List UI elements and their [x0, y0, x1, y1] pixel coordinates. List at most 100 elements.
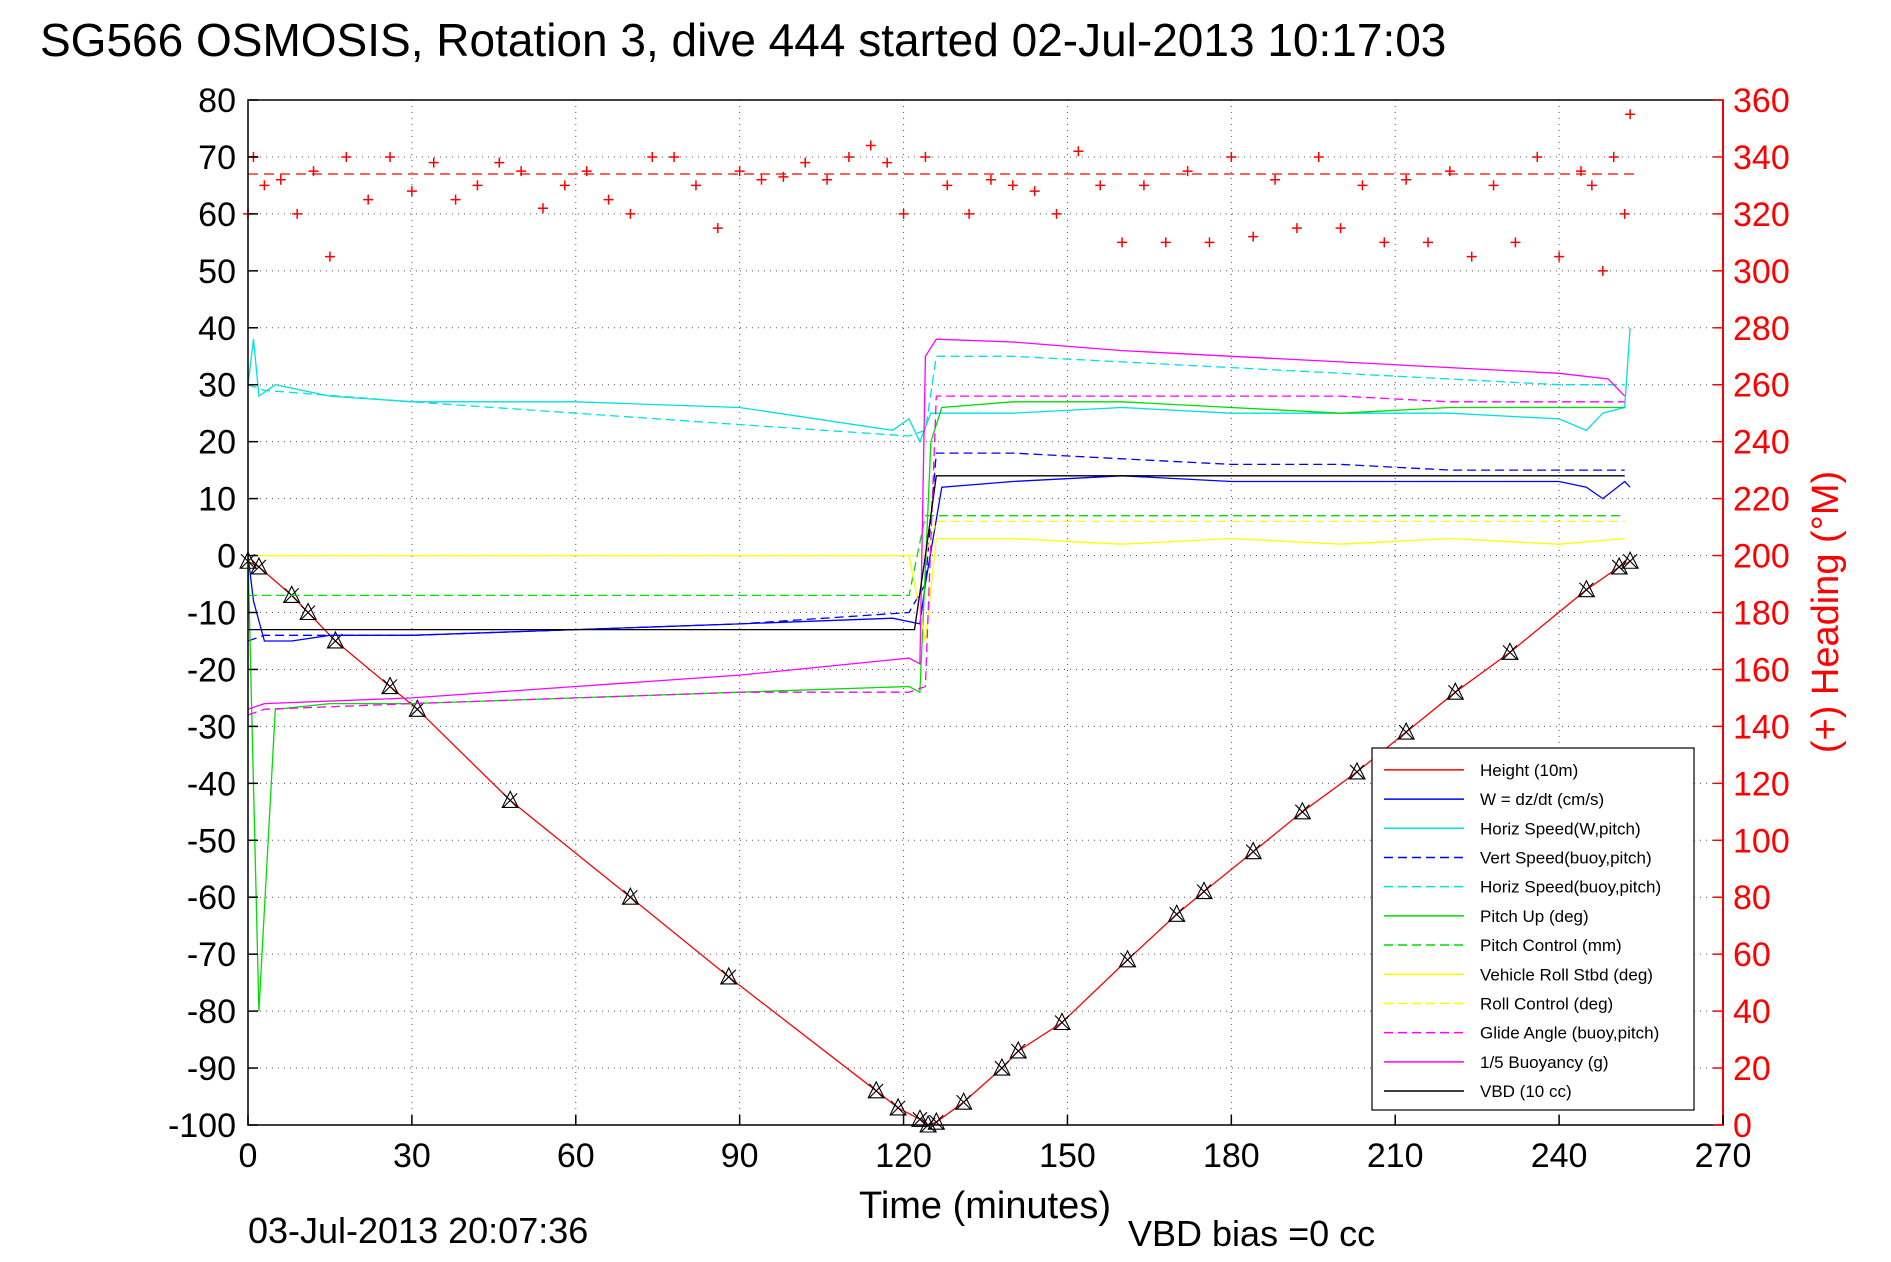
y2-tick-label: 280 — [1733, 310, 1790, 348]
y-tick-label: 60 — [198, 196, 236, 234]
heading-point — [1095, 180, 1106, 191]
y-tick-label: -20 — [187, 651, 236, 689]
height-marker — [1293, 801, 1312, 820]
y-tick-label: 20 — [198, 424, 236, 462]
heading-point — [822, 174, 833, 185]
x-tick-label: 30 — [393, 1137, 431, 1175]
chart-title: SG566 OSMOSIS, Rotation 3, dive 444 star… — [40, 14, 1446, 66]
heading-point — [516, 166, 527, 177]
series-line-4 — [247, 355, 1625, 437]
y-tick-label: -100 — [168, 1107, 236, 1145]
legend-label: Height (10m) — [1480, 761, 1578, 780]
heading-point — [1619, 208, 1630, 219]
heading-point — [712, 223, 723, 234]
heading-point — [385, 151, 396, 162]
height-marker — [621, 886, 640, 905]
y2-tick-label: 180 — [1733, 595, 1790, 633]
y-tick-label: 50 — [198, 253, 236, 291]
y-tick-label: -60 — [187, 879, 236, 917]
heading-point — [1335, 223, 1346, 234]
heading-point — [964, 208, 975, 219]
legend-label: Pitch Control (mm) — [1480, 936, 1622, 955]
heading-point — [1466, 251, 1477, 262]
y2-tick-label: 60 — [1733, 936, 1771, 974]
heading-point — [1586, 180, 1597, 191]
height-marker — [954, 1091, 973, 1110]
legend-label: 1/5 Buoyancy (g) — [1480, 1053, 1609, 1072]
height-marker — [1577, 579, 1596, 598]
heading-point — [1007, 180, 1018, 191]
height-marker — [927, 1111, 946, 1130]
height-marker — [719, 966, 738, 985]
heading-point — [292, 208, 303, 219]
heading-point — [843, 151, 854, 162]
y2-tick-label: 220 — [1733, 481, 1790, 519]
heading-point — [1029, 186, 1040, 197]
x-axis-label: Time (minutes) — [859, 1185, 1111, 1227]
heading-point — [1313, 151, 1324, 162]
x-tick-label: 120 — [875, 1137, 932, 1175]
heading-point — [1270, 174, 1281, 185]
series-line-8 — [248, 520, 1625, 557]
legend-label: Roll Control (deg) — [1480, 994, 1613, 1013]
height-marker — [1195, 881, 1213, 900]
footer-date: 03-Jul-2013 20:07:36 — [248, 1210, 588, 1251]
grid — [248, 100, 1723, 1125]
y2-tick-label: 0 — [1733, 1107, 1752, 1145]
y2-axis-ticks: 3603403203002802602402202001801601401201… — [1713, 82, 1790, 1145]
y2-tick-label: 320 — [1733, 196, 1790, 234]
series-line-2 — [247, 327, 1631, 444]
legend-label: Horiz Speed(buoy,pitch) — [1480, 878, 1661, 897]
legend-label: Horiz Speed(W,pitch) — [1480, 819, 1641, 838]
heading-point — [1291, 223, 1302, 234]
heading-point — [1608, 151, 1619, 162]
x-tick-label: 90 — [721, 1137, 759, 1175]
y2-tick-label: 120 — [1733, 765, 1790, 803]
x-tick-label: 150 — [1039, 1137, 1096, 1175]
y-tick-label: -70 — [187, 936, 236, 974]
x-tick-label: 60 — [557, 1137, 595, 1175]
x-tick-label: 270 — [1695, 1137, 1752, 1175]
heading-point — [1117, 237, 1128, 248]
height-marker — [1501, 642, 1519, 660]
y-tick-label: -30 — [187, 708, 236, 746]
series-layer — [239, 109, 1640, 1133]
y-tick-label: 0 — [217, 538, 236, 576]
heading-point — [1423, 237, 1433, 248]
y-tick-label: -50 — [187, 822, 236, 860]
heading-point — [603, 194, 614, 205]
height-marker — [1348, 761, 1366, 780]
heading-point — [1401, 174, 1412, 185]
y-tick-label: -40 — [187, 765, 236, 803]
heading-point — [1597, 265, 1608, 276]
heading-point — [472, 180, 483, 191]
legend: Height (10m) W = dz/dt (cm/s) Horiz Speed(… — [1371, 747, 1695, 1111]
x-tick-label: 210 — [1367, 1137, 1424, 1175]
y-tick-label: 70 — [198, 139, 236, 177]
height-marker — [1244, 841, 1263, 860]
footer-vbd-bias: VBD bias =0 cc — [1128, 1213, 1375, 1254]
heading-point — [581, 166, 592, 177]
heading-point — [669, 151, 680, 162]
y-tick-label: 10 — [198, 481, 236, 519]
y-tick-label: 40 — [198, 310, 236, 348]
heading-point — [985, 174, 996, 185]
heading-point — [1532, 151, 1543, 162]
series-line-10 — [247, 338, 1626, 710]
series-line-3 — [247, 452, 1625, 642]
height-marker — [381, 676, 399, 695]
x-axis-ticks: 0 30 60 90 120 150 180 210 240 270 — [239, 1115, 1752, 1175]
height-marker — [250, 556, 268, 575]
height-marker — [992, 1057, 1011, 1076]
heading-point — [1357, 180, 1368, 191]
heading-point — [275, 174, 286, 185]
height-marker — [1118, 949, 1137, 968]
height-marker — [1009, 1040, 1028, 1059]
heading-point — [1554, 251, 1565, 262]
heading-point — [450, 194, 461, 205]
x-tick-label: 180 — [1203, 1137, 1260, 1175]
heading-point — [778, 171, 789, 182]
heading-point — [647, 151, 658, 162]
legend-box — [1371, 747, 1695, 1111]
heading-point — [1248, 231, 1259, 242]
